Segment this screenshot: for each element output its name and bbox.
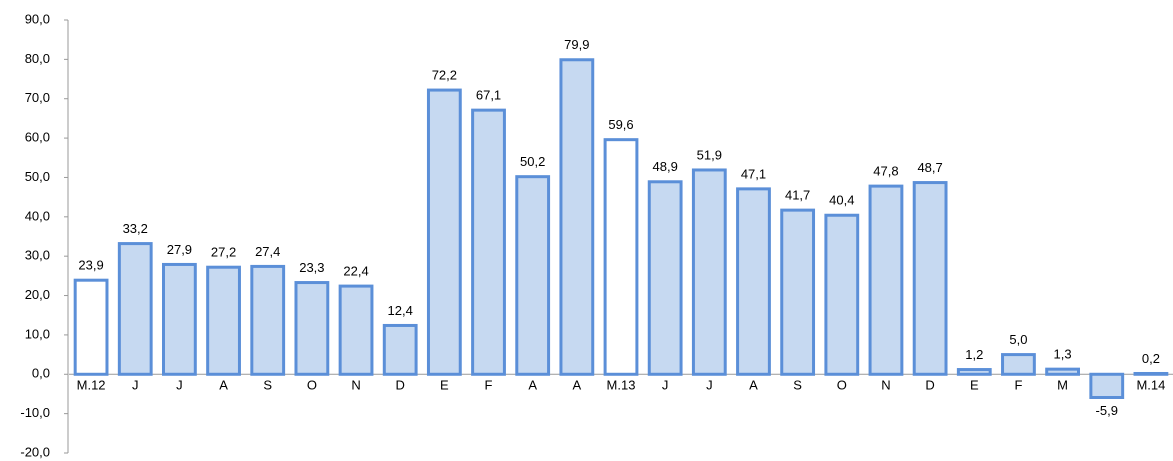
bar: [647, 180, 683, 376]
value-label: 72,2: [432, 68, 457, 83]
value-label: 1,2: [965, 347, 983, 362]
value-label: 12,4: [388, 303, 413, 318]
value-label: 40,4: [829, 193, 854, 208]
value-label: 0,2: [1142, 351, 1160, 366]
y-tick-label: 80,0: [25, 51, 50, 66]
value-label: 48,9: [653, 159, 678, 174]
x-tick-label: F: [485, 378, 493, 393]
y-tick-label: 90,0: [25, 11, 50, 26]
x-tick-label: D: [925, 378, 934, 393]
value-label: 47,8: [873, 164, 898, 179]
x-tick-label: D: [396, 378, 405, 393]
value-label: 48,7: [917, 160, 942, 175]
value-label: 1,3: [1054, 347, 1072, 362]
bar: [250, 264, 286, 376]
bar: [206, 265, 241, 376]
x-tick-label: M.13: [607, 378, 636, 393]
value-label: 27,2: [211, 245, 236, 260]
bar: [780, 208, 816, 376]
x-tick-label: E: [970, 378, 979, 393]
x-tick-label: N: [881, 378, 890, 393]
x-tick-label: J: [662, 378, 669, 393]
bar: [603, 138, 639, 376]
x-tick-label: J: [176, 378, 183, 393]
x-tick-label: A: [573, 378, 582, 393]
y-tick-label: -10,0: [20, 405, 50, 420]
value-label: 23,3: [299, 260, 324, 275]
bar: [1001, 353, 1036, 376]
value-label: 47,1: [741, 166, 766, 181]
value-label: 27,4: [255, 244, 280, 259]
x-tick-label: S: [793, 378, 802, 393]
bar: [162, 262, 197, 376]
bar: [294, 281, 330, 376]
bar: [1045, 367, 1080, 376]
y-tick-label: 0,0: [32, 366, 50, 381]
x-tick-label: J: [132, 378, 139, 393]
value-label: -5,9: [1096, 403, 1118, 418]
bar: [1133, 371, 1169, 376]
y-tick-label: 50,0: [25, 169, 50, 184]
value-label: 33,2: [123, 221, 148, 236]
y-tick-label: 30,0: [25, 248, 50, 263]
x-tick-label: S: [263, 378, 272, 393]
y-tick-label: 70,0: [25, 90, 50, 105]
value-label: 79,9: [564, 37, 589, 52]
x-tick-label: O: [837, 378, 847, 393]
bar: [736, 187, 771, 376]
x-tick-label: E: [440, 378, 449, 393]
value-label: 5,0: [1009, 332, 1027, 347]
y-tick-label: 20,0: [25, 287, 50, 302]
value-label: 51,9: [697, 147, 722, 162]
bar: [73, 278, 109, 376]
x-tick-label: M.14: [1136, 378, 1165, 393]
x-tick-label: A: [749, 378, 758, 393]
x-tick-label: J: [706, 378, 713, 393]
value-label: 67,1: [476, 88, 501, 103]
bar: [912, 181, 948, 376]
bar: [956, 368, 992, 376]
value-label: 22,4: [343, 264, 368, 279]
x-tick-label: N: [351, 378, 360, 393]
bar: [691, 168, 727, 376]
bar: [338, 284, 374, 376]
y-tick-label: 40,0: [25, 208, 50, 223]
value-label: 23,9: [78, 258, 103, 273]
value-label: 27,9: [167, 242, 192, 257]
x-tick-label: A: [219, 378, 228, 393]
bar: [471, 108, 506, 376]
bar: [824, 213, 860, 376]
y-tick-label: -20,0: [20, 444, 50, 459]
y-tick-label: 10,0: [25, 326, 50, 341]
bar: [559, 58, 595, 376]
x-tick-label: M.12: [77, 378, 106, 393]
value-label: 41,7: [785, 188, 810, 203]
bar: [868, 184, 904, 376]
bar: [382, 323, 418, 376]
bar: [515, 175, 551, 376]
bar: [1089, 372, 1125, 399]
y-tick-label: 60,0: [25, 130, 50, 145]
x-tick-label: F: [1014, 378, 1022, 393]
x-tick-label: O: [307, 378, 317, 393]
value-label: 59,6: [608, 117, 633, 132]
x-tick-label: A: [528, 378, 537, 393]
x-tick-label: M: [1057, 378, 1068, 393]
value-label: 50,2: [520, 154, 545, 169]
bar: [117, 242, 153, 376]
bar: [426, 88, 462, 376]
